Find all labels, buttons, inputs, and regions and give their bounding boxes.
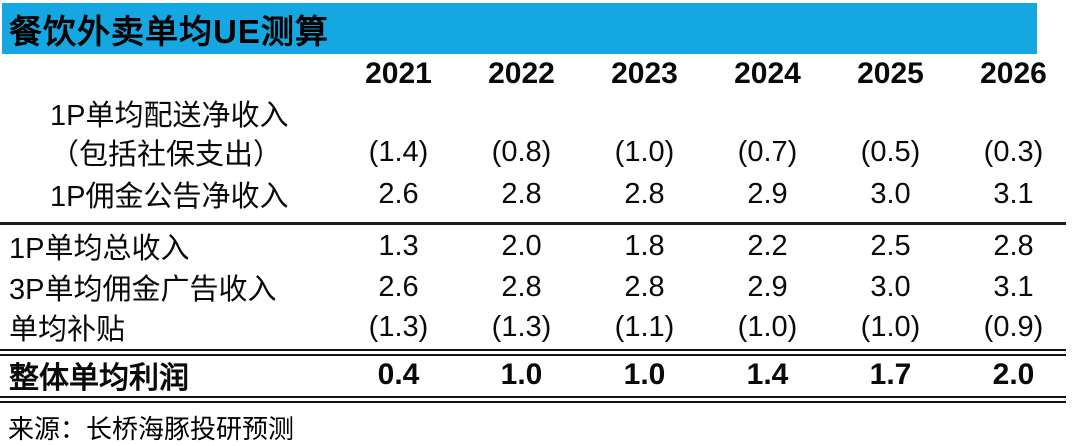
row-label: 整体单均利润: [9, 362, 189, 395]
value-cell: (1.1): [614, 310, 675, 343]
value-cell: 2.8: [501, 177, 542, 210]
value-cell: 2.9: [747, 270, 788, 303]
double-rule: [0, 349, 1066, 356]
value-cell: 2.8: [624, 270, 665, 303]
value-cell: 3.0: [870, 177, 911, 210]
value-cell: 2.9: [747, 177, 788, 210]
row-label: 1P佣金公告净收入: [50, 181, 289, 213]
value-cell: 1.4: [746, 358, 789, 391]
value-cell: (1.0): [860, 310, 921, 343]
ue-table: 2021 2022 2023 2024 2025 2026 1P单均配送净收入 （包括社保支…: [0, 54, 1080, 403]
value-cell: (0.3): [983, 135, 1044, 168]
year-column-header: 2023: [611, 57, 678, 90]
value-cell: 1.8: [624, 229, 665, 262]
value-cell: 3.0: [870, 270, 911, 303]
table-row-5: 整体单均利润 0.4 1.0 1.0 1.4 1.7 2.0: [0, 356, 1080, 395]
row-label: 单均补贴: [9, 314, 126, 346]
year-column-header: 2022: [488, 57, 555, 90]
value-cell: 2.0: [501, 229, 542, 262]
table-row-0-line2: （包括社保支出） (1.4) (0.8) (1.0) (0.7) (0.5) (0.3): [0, 132, 1080, 172]
table-row-0-line1: 1P单均配送净收入: [0, 94, 1080, 132]
value-cell: 2.2: [747, 229, 788, 262]
table-row-3: 3P单均佣金广告收入 2.6 2.8 2.8 2.9 3.0 3.1: [0, 267, 1080, 307]
table-row-2: 1P单均总收入 1.3 2.0 1.8 2.2 2.5 2.8: [0, 225, 1080, 267]
value-cell: 1.0: [500, 358, 543, 391]
title-bar: 餐饮外卖单均UE测算: [2, 3, 1037, 54]
value-cell: (0.5): [860, 135, 921, 168]
value-cell: (1.4): [368, 135, 429, 168]
row-label: 3P单均佣金广告收入: [9, 274, 277, 306]
value-cell: 0.4: [377, 358, 420, 391]
value-cell: 2.5: [870, 229, 911, 262]
value-cell: 1.3: [378, 229, 419, 262]
value-cell: (1.3): [368, 310, 429, 343]
value-cell: (1.3): [491, 310, 552, 343]
double-rule: [0, 396, 1066, 403]
value-cell: 3.1: [993, 177, 1034, 210]
row-label: 1P单均总收入: [9, 233, 190, 265]
value-cell: 1.7: [869, 358, 912, 391]
value-cell: 2.6: [378, 270, 419, 303]
year-column-header: 2025: [857, 57, 924, 90]
source-note: 来源：长桥海豚投研预测: [8, 414, 295, 444]
year-column-header: 2024: [734, 57, 801, 90]
table-row-1: 1P佣金公告净收入 2.6 2.8 2.8 2.9 3.0 3.1: [0, 172, 1080, 216]
value-cell: (1.0): [614, 135, 675, 168]
value-cell: (0.8): [491, 135, 552, 168]
table-row-4: 单均补贴 (1.3) (1.3) (1.1) (1.0) (1.0) (0.9): [0, 307, 1080, 347]
value-cell: (0.7): [737, 135, 798, 168]
value-cell: 2.8: [501, 270, 542, 303]
table-body: 1P单均配送净收入 （包括社保支出） (1.4) (0.8) (1.0) (0.7) (0.…: [0, 94, 1080, 403]
value-cell: 2.8: [624, 177, 665, 210]
year-column-header: 2021: [365, 57, 432, 90]
page-title: 餐饮外卖单均UE测算: [9, 12, 329, 50]
value-cell: 2.6: [378, 177, 419, 210]
value-cell: 3.1: [993, 270, 1034, 303]
year-header-row: 2021 2022 2023 2024 2025 2026: [0, 54, 1080, 94]
single-rule: [0, 222, 1066, 225]
value-cell: 2.8: [993, 229, 1034, 262]
row-label: （包括社保支出）: [50, 139, 283, 171]
value-cell: (0.9): [983, 310, 1044, 343]
value-cell: 1.0: [623, 358, 666, 391]
year-column-header: 2026: [980, 57, 1047, 90]
row-label: 1P单均配送净收入: [50, 100, 289, 132]
value-cell: 2.0: [992, 358, 1035, 391]
value-cell: (1.0): [737, 310, 798, 343]
